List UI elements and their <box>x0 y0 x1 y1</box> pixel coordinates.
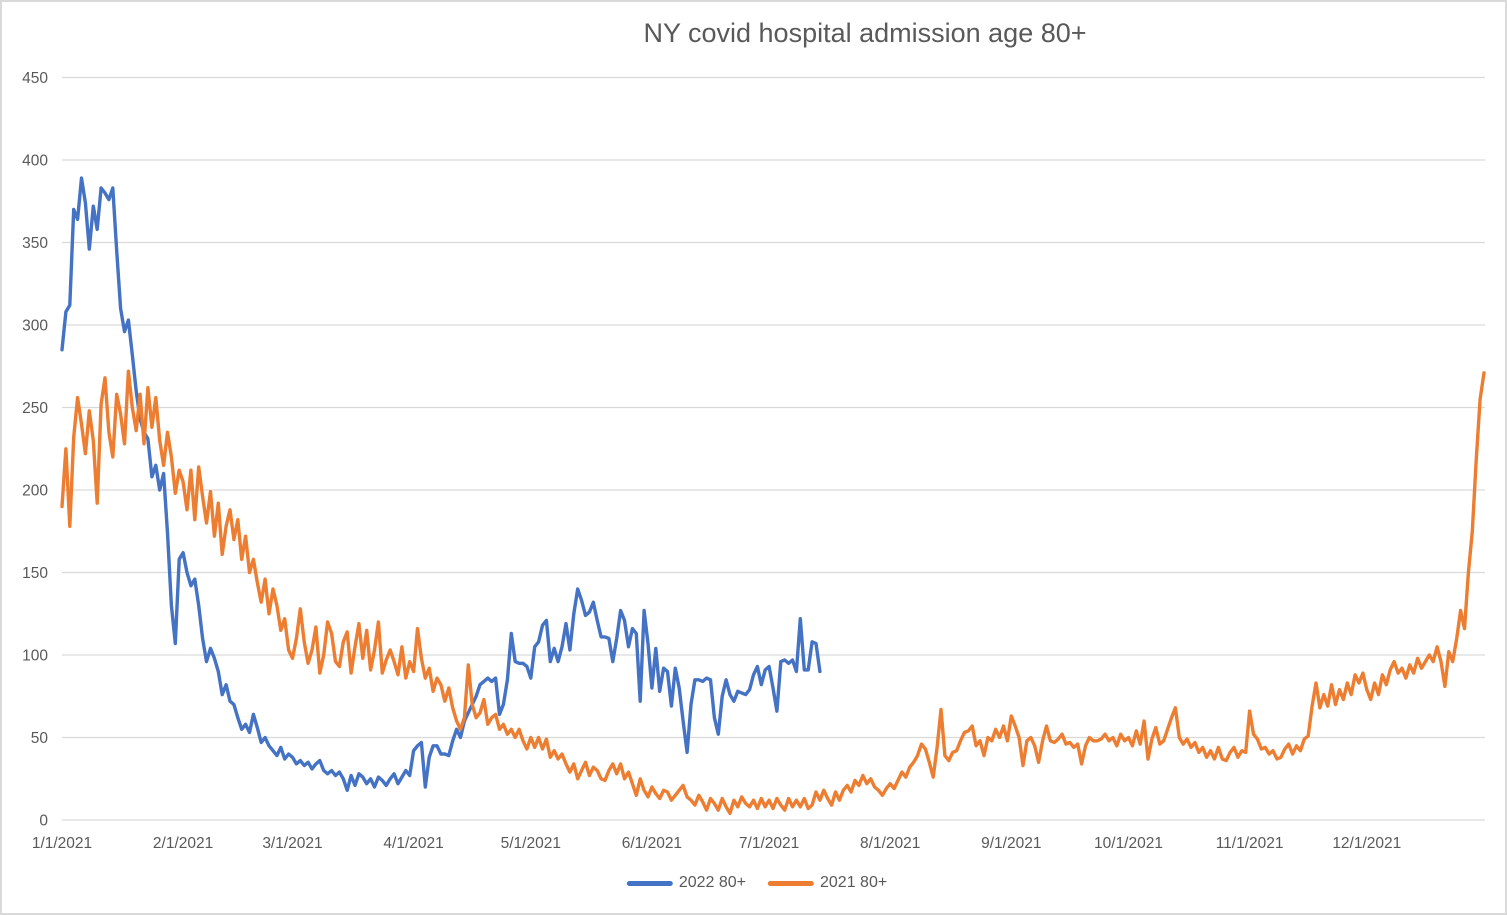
legend-line-swatch-2021 <box>768 880 814 886</box>
y-tick-label: 300 <box>22 318 48 335</box>
y-tick-label: 50 <box>31 730 49 747</box>
y-tick-label: 100 <box>22 648 48 665</box>
x-tick-label: 2/1/2021 <box>153 835 213 852</box>
legend-label-2021: 2021 80+ <box>820 874 888 891</box>
x-axis-labels: 1/1/2021 2/1/2021 3/1/2021 4/1/2021 5/1/2021… <box>32 835 1401 852</box>
x-tick-label: 5/1/2021 <box>501 835 561 852</box>
y-tick-label: 350 <box>22 235 48 252</box>
y-tick-label: 200 <box>22 483 48 500</box>
legend-item-2022: 2022 80+ <box>626 874 746 892</box>
y-tick-label: 150 <box>22 565 48 582</box>
legend-item-2021: 2021 80+ <box>768 874 887 892</box>
legend-label-2022: 2022 80+ <box>678 874 746 891</box>
chart-title: NY covid hospital admission age 80+ <box>643 18 1087 48</box>
x-tick-label: 1/1/2021 <box>32 835 92 852</box>
x-tick-label: 12/1/2021 <box>1332 835 1401 852</box>
x-tick-label: 3/1/2021 <box>262 835 322 852</box>
legend-line-swatch-2022 <box>626 880 673 886</box>
y-tick-label: 400 <box>22 153 48 170</box>
y-tick-label: 0 <box>39 813 48 830</box>
y-tick-label: 450 <box>22 70 48 87</box>
x-tick-label: 10/1/2021 <box>1094 835 1163 852</box>
x-tick-label: 11/1/2021 <box>1216 835 1284 852</box>
gridlines <box>62 76 1485 821</box>
x-tick-label: 4/1/2021 <box>383 835 443 852</box>
y-axis-labels: 0 50 100 150 200 250 300 350 400 450 <box>22 70 48 830</box>
x-tick-label: 8/1/2021 <box>860 835 920 852</box>
x-tick-label: 6/1/2021 <box>622 835 682 852</box>
series-line-2021-80plus <box>60 369 1486 816</box>
series-lines <box>60 176 1486 816</box>
x-tick-label: 7/1/2021 <box>739 835 799 852</box>
y-tick-label: 250 <box>22 400 48 417</box>
series-line-2022-80plus <box>60 176 822 792</box>
legend: 2022 80+ 2021 80+ <box>626 874 887 892</box>
x-tick-label: 9/1/2021 <box>981 835 1041 852</box>
